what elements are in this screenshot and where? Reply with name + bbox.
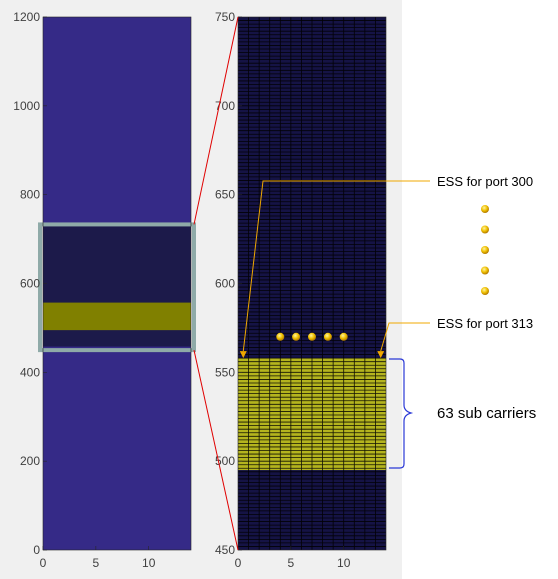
zoom-ytick-label: 750	[215, 10, 235, 24]
band-band-highlight-2	[43, 302, 191, 331]
zoom-grid-lines	[238, 17, 386, 550]
ess-313-label: ESS for port 313	[437, 316, 533, 331]
ellipsis-dot	[481, 287, 489, 295]
ellipsis-dot	[323, 332, 332, 341]
zoom-xtick-label: 10	[337, 556, 351, 570]
zoom-box	[38, 222, 196, 353]
ellipsis-dot	[481, 246, 489, 254]
annotations: ESS for port 300 ESS for port 313 63 sub…	[239, 174, 536, 469]
ellipsis-dot	[481, 205, 489, 213]
overview-bands	[43, 17, 191, 550]
ellipsis-dot	[308, 332, 316, 341]
overview-ytick-label: 1000	[13, 99, 40, 113]
overview-ytick-label: 600	[20, 277, 40, 291]
overview-ytick-label: 400	[20, 365, 40, 379]
overview-ytick-label: 800	[20, 188, 40, 202]
ess-300-label: ESS for port 300	[437, 174, 533, 189]
overview-panel: 0 200 400 600 800 1000 1200 0 5 10	[13, 10, 196, 570]
zoom-ytick-label: 650	[215, 188, 235, 202]
zoom-cell-grid	[238, 17, 386, 550]
zoom-xtick-label: 0	[235, 556, 242, 570]
overview-xtick-label: 5	[93, 556, 100, 570]
zoom-ytick-label: 500	[215, 454, 235, 468]
ellipsis-dot	[481, 266, 489, 275]
overview-ytick-label: 1200	[13, 10, 40, 24]
overview-ytick-label: 0	[33, 543, 40, 557]
ess-300-arrowhead-icon	[239, 351, 247, 359]
vertical-ellipsis-dots	[481, 205, 489, 295]
zoom-connector-bottom	[193, 350, 239, 551]
horizontal-ellipsis-dots	[276, 332, 348, 341]
zoom-xtick-label: 5	[288, 556, 295, 570]
zoom-ytick-label: 550	[215, 365, 235, 379]
ellipsis-dot	[276, 332, 285, 341]
zoom-connector-top	[193, 16, 239, 225]
ellipsis-dot	[481, 225, 489, 234]
overview-xtick-label: 0	[40, 556, 47, 570]
overview-ytick-label: 200	[20, 454, 40, 468]
ellipsis-dot	[339, 332, 348, 341]
zoom-ytick-label: 600	[215, 277, 235, 291]
zoom-ytick-label: 450	[215, 543, 235, 557]
ess-313-leader-line	[380, 322, 430, 352]
sub-carrier-brace	[389, 358, 414, 469]
ess-313-arrowhead-icon	[377, 351, 385, 359]
ellipsis-dot	[292, 332, 301, 341]
sub-carriers-label: 63 sub carriers	[437, 405, 536, 422]
overview-xtick-label: 10	[142, 556, 156, 570]
overview-axes: 0 200 400 600 800 1000 1200 0 5 10	[13, 10, 192, 570]
ess-300-leader-line	[242, 180, 430, 352]
